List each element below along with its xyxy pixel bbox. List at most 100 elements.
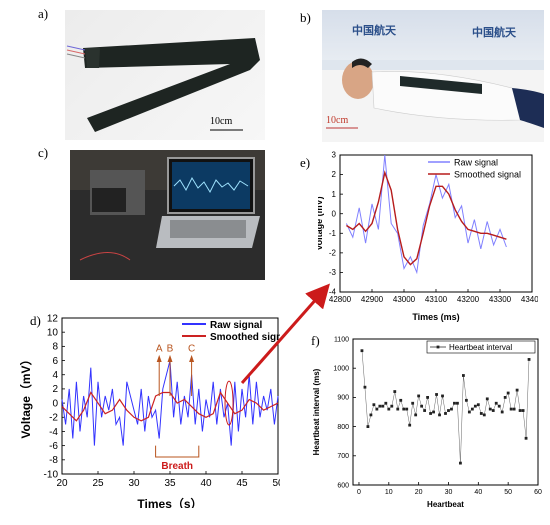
y-axis-label: Voltage (mV) (318, 196, 324, 250)
heartbeat-point (399, 398, 403, 402)
heartbeat-point (509, 407, 513, 411)
x-tick-label: 20 (415, 489, 423, 496)
x-tick-label: 50 (504, 489, 512, 496)
y-tick-label: -1 (329, 229, 337, 238)
raw-signal-line (345, 154, 507, 275)
panel-label-a: a) (38, 6, 49, 21)
y-tick-label: 900 (337, 395, 349, 402)
x-tick-label: 35 (164, 478, 176, 489)
x-tick-label: 50 (272, 478, 280, 489)
heartbeat-point (420, 404, 424, 408)
x-tick-label: 43300 (489, 295, 512, 304)
highlight-ellipse (224, 380, 234, 426)
y-tick-label: -2 (49, 413, 58, 424)
legend-label: Raw signal (210, 320, 262, 331)
heartbeat-point (438, 413, 441, 417)
scale-label-b: 10cm (326, 115, 349, 126)
heartbeat-point (450, 407, 453, 411)
heartbeat-point (464, 398, 468, 402)
x-tick-label: 20 (56, 478, 68, 489)
chart-raw-smoothed-signal: 20 25 30 35 40 45 50 -10 -8 -6 -4 -2 0 2 4 6 8 10 12 Times（… (20, 313, 280, 508)
heartbeat-point (423, 409, 427, 412)
y-tick-label: 1000 (333, 366, 349, 373)
y-tick-label: 12 (47, 313, 59, 324)
heartbeat-point (387, 407, 391, 411)
heartbeat-point (396, 407, 400, 411)
y-tick-label: 3 (332, 151, 337, 160)
heartbeat-point (435, 393, 438, 396)
y-tick-label: -3 (329, 268, 337, 277)
x-axis-label: Times（s） (137, 496, 202, 508)
plot-frame (352, 338, 539, 486)
y-tick-label: 800 (337, 424, 349, 431)
panel-label-c: c) (38, 145, 49, 160)
scale-label-a: 10cm (210, 116, 233, 127)
y-tick-label: -2 (329, 249, 337, 258)
heartbeat-point (524, 436, 528, 440)
y-tick-label: -4 (329, 288, 337, 297)
heartbeat-point (527, 358, 531, 361)
legend-label: Heartbeat interval (449, 343, 512, 352)
x-tick-label: 43400 (521, 295, 538, 304)
x-axis-label: Heartbeat (427, 500, 464, 509)
heartbeat-point (444, 412, 447, 415)
x-tick-label: 43100 (425, 295, 448, 304)
heartbeat-point (366, 425, 370, 428)
marker-label-b: B (167, 343, 174, 354)
y-tick-label: 10 (47, 328, 59, 339)
heartbeat-point (518, 409, 522, 412)
heartbeat-point (363, 385, 367, 389)
x-tick-label: 25 (92, 478, 104, 489)
heartbeat-point (375, 407, 379, 411)
x-tick-label: 42800 (329, 295, 352, 304)
legend-box (426, 340, 536, 354)
banner-text: 中国航天 (352, 25, 396, 37)
x-tick-label: 45 (236, 478, 248, 489)
heartbeat-point (488, 407, 492, 411)
breath-label: Breath (161, 461, 193, 472)
heartbeat-point (429, 412, 432, 415)
x-axis-label: Times (ms) (412, 312, 459, 322)
x-tick-label: 30 (445, 489, 453, 496)
x-tick-label: 40 (200, 478, 212, 489)
heartbeat-point (453, 401, 456, 405)
heartbeat-point (414, 413, 418, 417)
x-tick-label: 42900 (361, 295, 384, 304)
heartbeat-point (494, 401, 498, 405)
heartbeat-point (462, 374, 465, 377)
x-tick-label: 40 (474, 489, 482, 496)
photo-belt-sensor: 10cm (65, 10, 265, 140)
heartbeat-point (360, 349, 364, 353)
legend-label: Raw signal (454, 158, 498, 168)
legend-e: Raw signal Smoothed signal (428, 158, 521, 180)
heartbeat-point (447, 409, 450, 412)
y-axis-label: Voltage（mV） (20, 353, 33, 438)
breath-bracket (155, 445, 200, 458)
heartbeat-point (411, 401, 415, 405)
heartbeat-point (369, 413, 373, 417)
heartbeat-point (503, 396, 507, 399)
heartbeat-point (441, 394, 444, 398)
photo-measurement-setup (70, 150, 265, 280)
heartbeat-point (381, 404, 385, 408)
heartbeat-point (378, 404, 382, 408)
y-tick-label: 8 (52, 342, 58, 353)
y-tick-label: 0 (52, 398, 58, 409)
x-tick-label: 43000 (393, 295, 416, 304)
legend-f: Heartbeat interval (426, 340, 536, 354)
y-tick-label: 4 (52, 370, 58, 381)
legend-label: Smoothed signal (454, 170, 521, 180)
heartbeat-point (408, 423, 412, 427)
marker-arrowhead-a (156, 354, 162, 362)
heartbeat-point (515, 388, 519, 392)
x-tick-label: 0 (357, 489, 361, 496)
heartbeat-interval-line (361, 350, 530, 464)
heartbeat-point (390, 404, 394, 408)
heartbeat-point (482, 413, 486, 417)
panel-label-b: b) (300, 10, 311, 25)
heartbeat-point (470, 407, 474, 411)
heartbeat-point (426, 396, 429, 399)
panel-label-e: e) (300, 155, 311, 170)
heartbeat-point (485, 397, 489, 401)
